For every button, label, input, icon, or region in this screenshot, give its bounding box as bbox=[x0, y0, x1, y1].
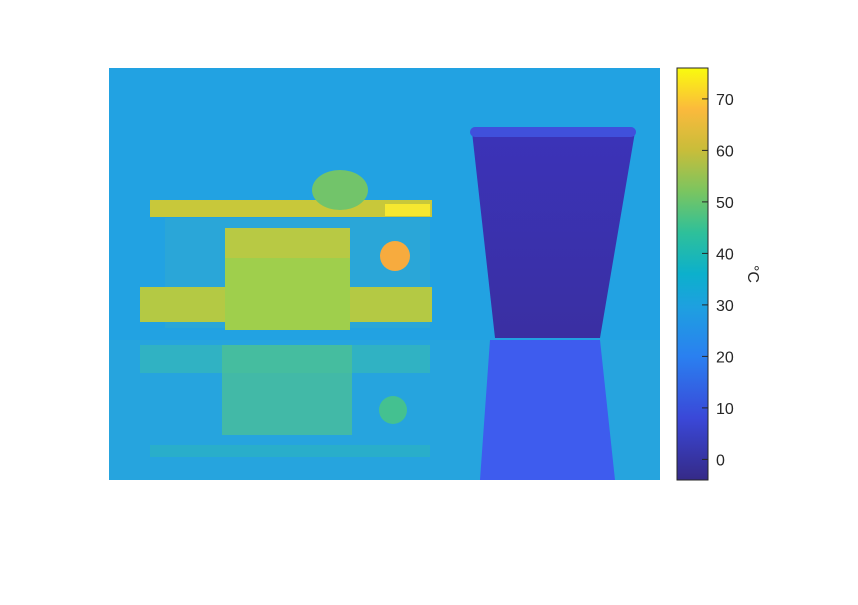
colorbar-tick-label: 50 bbox=[716, 195, 734, 212]
colorbar-label: °C bbox=[744, 265, 761, 283]
colorbar-tick-label: 60 bbox=[716, 143, 734, 160]
thermal-image bbox=[109, 68, 660, 480]
cup bbox=[472, 132, 635, 338]
colorbar-tick-label: 40 bbox=[716, 246, 734, 263]
cup-rim bbox=[470, 127, 636, 137]
colorbar-tick-label: 10 bbox=[716, 401, 734, 418]
circle-reflection bbox=[379, 396, 407, 424]
colorbar-tick-label: 30 bbox=[716, 298, 734, 315]
colorbar-tick-label: 0 bbox=[716, 452, 725, 469]
device-top-strip bbox=[150, 200, 432, 217]
colorbar-gradient bbox=[676, 67, 709, 481]
colorbar-tick-label: 70 bbox=[716, 92, 734, 109]
colorbar-tick-label: 20 bbox=[716, 349, 734, 366]
device-knob bbox=[312, 170, 368, 210]
cup-reflection bbox=[480, 340, 615, 480]
device-hot-circle bbox=[380, 241, 410, 271]
colorbar: 0 10 20 30 40 50 60 70 °C bbox=[676, 67, 761, 481]
